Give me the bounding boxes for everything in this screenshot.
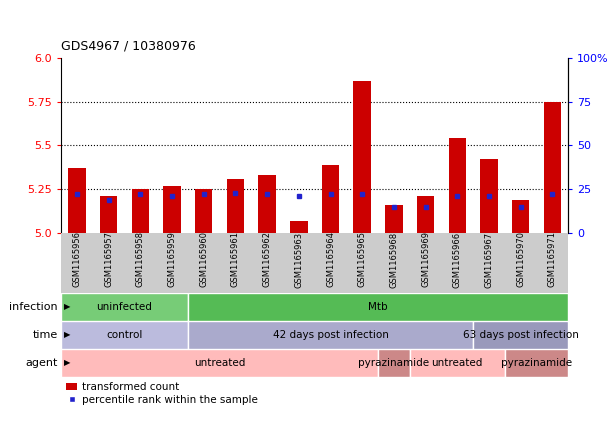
Text: infection: infection bbox=[9, 302, 58, 312]
Bar bbox=[378, 349, 410, 377]
Bar bbox=[61, 349, 378, 377]
Bar bbox=[61, 293, 188, 321]
Text: untreated: untreated bbox=[431, 358, 483, 368]
Bar bbox=[544, 102, 561, 233]
Text: ▶: ▶ bbox=[64, 330, 71, 339]
Text: Mtb: Mtb bbox=[368, 302, 388, 312]
Text: control: control bbox=[106, 330, 143, 340]
Bar bbox=[480, 159, 498, 233]
Bar bbox=[258, 175, 276, 233]
Bar bbox=[354, 80, 371, 233]
Bar bbox=[131, 189, 149, 233]
Bar bbox=[188, 293, 568, 321]
Text: uninfected: uninfected bbox=[97, 302, 152, 312]
Bar bbox=[473, 321, 568, 349]
Bar bbox=[322, 165, 339, 233]
Bar bbox=[505, 349, 568, 377]
Bar bbox=[188, 321, 473, 349]
Text: agent: agent bbox=[26, 358, 58, 368]
Bar bbox=[61, 321, 188, 349]
Text: time: time bbox=[33, 330, 58, 340]
Text: pyrazinamide: pyrazinamide bbox=[358, 358, 430, 368]
Bar bbox=[417, 196, 434, 233]
Bar bbox=[290, 220, 307, 233]
Legend: transformed count, percentile rank within the sample: transformed count, percentile rank withi… bbox=[67, 382, 258, 405]
Bar bbox=[68, 168, 86, 233]
Bar bbox=[163, 186, 181, 233]
Bar bbox=[100, 196, 117, 233]
Text: 63 days post infection: 63 days post infection bbox=[463, 330, 579, 340]
Text: ▶: ▶ bbox=[64, 302, 71, 311]
Bar bbox=[227, 179, 244, 233]
Text: ▶: ▶ bbox=[64, 358, 71, 367]
Bar bbox=[385, 205, 403, 233]
Bar bbox=[410, 349, 505, 377]
Text: untreated: untreated bbox=[194, 358, 245, 368]
Bar bbox=[448, 138, 466, 233]
Text: pyrazinamide: pyrazinamide bbox=[501, 358, 572, 368]
Text: GDS4967 / 10380976: GDS4967 / 10380976 bbox=[61, 39, 196, 52]
Bar bbox=[195, 189, 213, 233]
Text: 42 days post infection: 42 days post infection bbox=[273, 330, 389, 340]
Bar bbox=[512, 200, 529, 233]
